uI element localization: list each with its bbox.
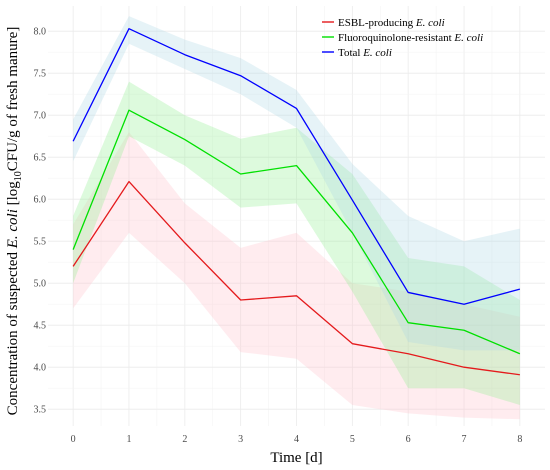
band-fq xyxy=(73,81,520,405)
legend-label-esbl-organism: E. coli xyxy=(415,17,445,29)
y-axis-title-part-1: Concentration of suspected xyxy=(5,248,21,415)
legend-label-fq-organism: E. coli xyxy=(453,32,483,44)
x-tick-label: 2 xyxy=(182,434,187,445)
y-tick-label: 4.5 xyxy=(34,321,47,332)
axis-ticks: 0 1 2 3 4 5 6 7 8 3.5 4.0 4.5 5.0 5.5 6.0 6.5 7.0 7.5 8.0 xyxy=(34,27,523,445)
y-tick-label: 7.0 xyxy=(34,111,47,122)
x-axis-title: Time [d] xyxy=(270,450,322,466)
legend-label-fq: Fluoroquinolone-resistant E. coli xyxy=(338,32,483,44)
y-axis-title-part-3: CFU/g of fresh manure] xyxy=(5,27,21,172)
x-tick-label: 8 xyxy=(517,434,522,445)
legend-label-total-organism: E. coli xyxy=(362,47,392,59)
series-lines xyxy=(72,28,521,376)
y-tick-label: 5.5 xyxy=(34,237,47,248)
band-total xyxy=(73,16,520,351)
x-tick-label: 5 xyxy=(350,434,355,445)
y-tick-label: 6.0 xyxy=(34,195,47,206)
x-tick-label: 0 xyxy=(71,434,76,445)
y-axis-title-part-2: [log xyxy=(5,181,21,209)
legend-label-total: Total E. coli xyxy=(338,47,392,59)
y-tick-label: 5.0 xyxy=(34,279,47,290)
y-tick-label: 6.5 xyxy=(34,153,47,164)
x-tick-label: 3 xyxy=(238,434,243,445)
legend-label-esbl-text: ESBL-producing xyxy=(338,17,416,29)
confidence-bands xyxy=(73,16,520,420)
y-tick-label: 8.0 xyxy=(34,27,47,38)
band-esbl xyxy=(73,132,520,420)
legend-label-esbl: ESBL-producing E. coli xyxy=(338,17,445,29)
legend-label-fq-text: Fluoroquinolone-resistant xyxy=(338,32,454,44)
y-tick-label: 4.0 xyxy=(34,363,47,374)
y-tick-label: 7.5 xyxy=(34,69,47,80)
x-tick-label: 1 xyxy=(126,434,131,445)
x-tick-label: 7 xyxy=(462,434,467,445)
y-axis-title-organism: E. coli xyxy=(5,209,21,249)
legend-label-total-text: Total xyxy=(338,47,363,59)
y-tick-label: 3.5 xyxy=(34,405,47,416)
x-tick-label: 4 xyxy=(294,434,299,445)
y-axis-title-subscript: 10 xyxy=(13,171,24,181)
x-tick-label: 6 xyxy=(406,434,411,445)
y-axis-title: Concentration of suspected E. coli [log1… xyxy=(5,27,24,416)
legend: ESBL-producing E. coli Fluoroquinolone-r… xyxy=(322,17,483,59)
